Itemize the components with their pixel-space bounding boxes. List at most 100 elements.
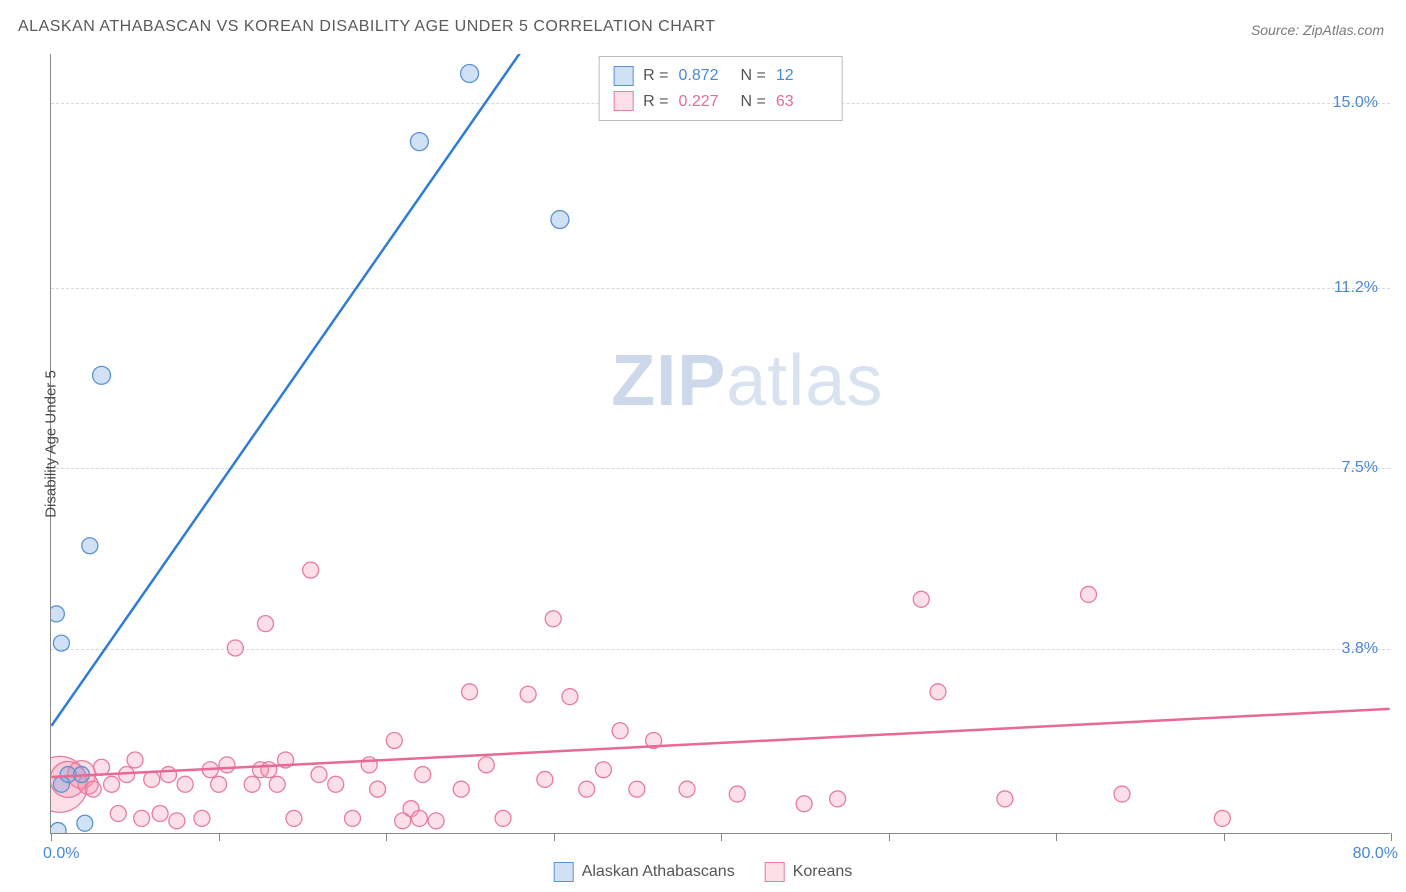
y-tick-label: 15.0% [1333, 94, 1378, 112]
blue-trendline [51, 54, 553, 726]
series-label: Koreans [793, 863, 853, 881]
pink-point [729, 786, 745, 802]
scatter-svg [51, 54, 1390, 833]
pink-point [1214, 810, 1230, 826]
blue-point [51, 606, 64, 622]
x-tick [219, 833, 220, 841]
legend-swatch [613, 91, 633, 111]
pink-point [1114, 786, 1130, 802]
pink-point [415, 767, 431, 783]
gridline [51, 288, 1390, 289]
pink-point [144, 771, 160, 787]
pink-point [361, 757, 377, 773]
pink-point [160, 767, 176, 783]
pink-point [328, 776, 344, 792]
x-tick [1056, 833, 1057, 841]
pink-trendline [51, 709, 1389, 777]
pink-point [286, 810, 302, 826]
pink-point [403, 801, 419, 817]
series-label: Alaskan Athabascans [582, 863, 735, 881]
y-axis-label: Disability Age Under 5 [43, 370, 60, 518]
legend-n-label: N = [741, 63, 766, 89]
pink-point [51, 761, 86, 797]
blue-point [53, 776, 69, 792]
pink-point [562, 689, 578, 705]
pink-point [311, 767, 327, 783]
x-tick [1391, 833, 1392, 841]
pink-point [1081, 586, 1097, 602]
pink-point [646, 733, 662, 749]
legend-r-value: 0.872 [679, 63, 731, 89]
pink-point [211, 776, 227, 792]
pink-point [428, 813, 444, 829]
pink-point [278, 752, 294, 768]
pink-point [579, 781, 595, 797]
pink-point [257, 616, 273, 632]
blue-point [82, 538, 98, 554]
x-tick [386, 833, 387, 841]
blue-point [51, 823, 66, 833]
pink-point [796, 796, 812, 812]
blue-point [60, 767, 76, 783]
series-legend: Alaskan Athabascans Koreans [554, 862, 853, 882]
blue-point [73, 767, 89, 783]
x-tick [51, 833, 52, 841]
pink-point [370, 781, 386, 797]
pink-point [629, 781, 645, 797]
y-tick-label: 11.2% [1334, 279, 1378, 297]
pink-point [545, 611, 561, 627]
blue-point [93, 366, 111, 384]
legend-n-value: 63 [776, 89, 828, 115]
pink-point [520, 686, 536, 702]
x-min-label: 0.0% [43, 845, 79, 863]
legend-row: R =0.872N =12 [613, 63, 828, 89]
source-attribution: Source: ZipAtlas.com [1251, 22, 1384, 38]
pink-point [269, 776, 285, 792]
y-tick-label: 7.5% [1342, 459, 1378, 477]
blue-point [77, 815, 93, 831]
legend-n-value: 12 [776, 63, 828, 89]
pink-point [453, 781, 469, 797]
pink-point [219, 757, 235, 773]
legend-swatch [554, 862, 574, 882]
series-legend-item: Alaskan Athabascans [554, 862, 735, 882]
pink-point [127, 752, 143, 768]
pink-point [386, 733, 402, 749]
pink-point [252, 762, 268, 778]
watermark-atlas: atlas [726, 341, 883, 421]
blue-point [461, 64, 479, 82]
x-max-label: 80.0% [1353, 845, 1398, 863]
pink-point [85, 781, 101, 797]
pink-point [104, 776, 120, 792]
pink-point [537, 771, 553, 787]
blue-point [551, 211, 569, 229]
pink-point [110, 806, 126, 822]
pink-point [495, 810, 511, 826]
pink-point [94, 759, 110, 775]
pink-point [478, 757, 494, 773]
blue-point [410, 133, 428, 151]
legend-r-label: R = [643, 89, 668, 115]
pink-point [997, 791, 1013, 807]
gridline [51, 468, 1390, 469]
pink-point [913, 591, 929, 607]
pink-point [595, 762, 611, 778]
legend-r-value: 0.227 [679, 89, 731, 115]
pink-point [169, 813, 185, 829]
plot-area: Disability Age Under 5 3.8%7.5%11.2%15.0… [50, 54, 1390, 834]
pink-point [134, 810, 150, 826]
legend-row: R =0.227N =63 [613, 89, 828, 115]
x-tick [721, 833, 722, 841]
pink-point [411, 810, 427, 826]
pink-point [202, 762, 218, 778]
pink-point [67, 761, 95, 789]
pink-point [612, 723, 628, 739]
y-tick-label: 3.8% [1342, 640, 1378, 658]
x-tick [1224, 833, 1225, 841]
pink-point [261, 762, 277, 778]
pink-point [462, 684, 478, 700]
pink-point [930, 684, 946, 700]
series-legend-item: Koreans [765, 862, 853, 882]
pink-point [51, 756, 88, 812]
watermark-zip: ZIP [611, 341, 726, 421]
